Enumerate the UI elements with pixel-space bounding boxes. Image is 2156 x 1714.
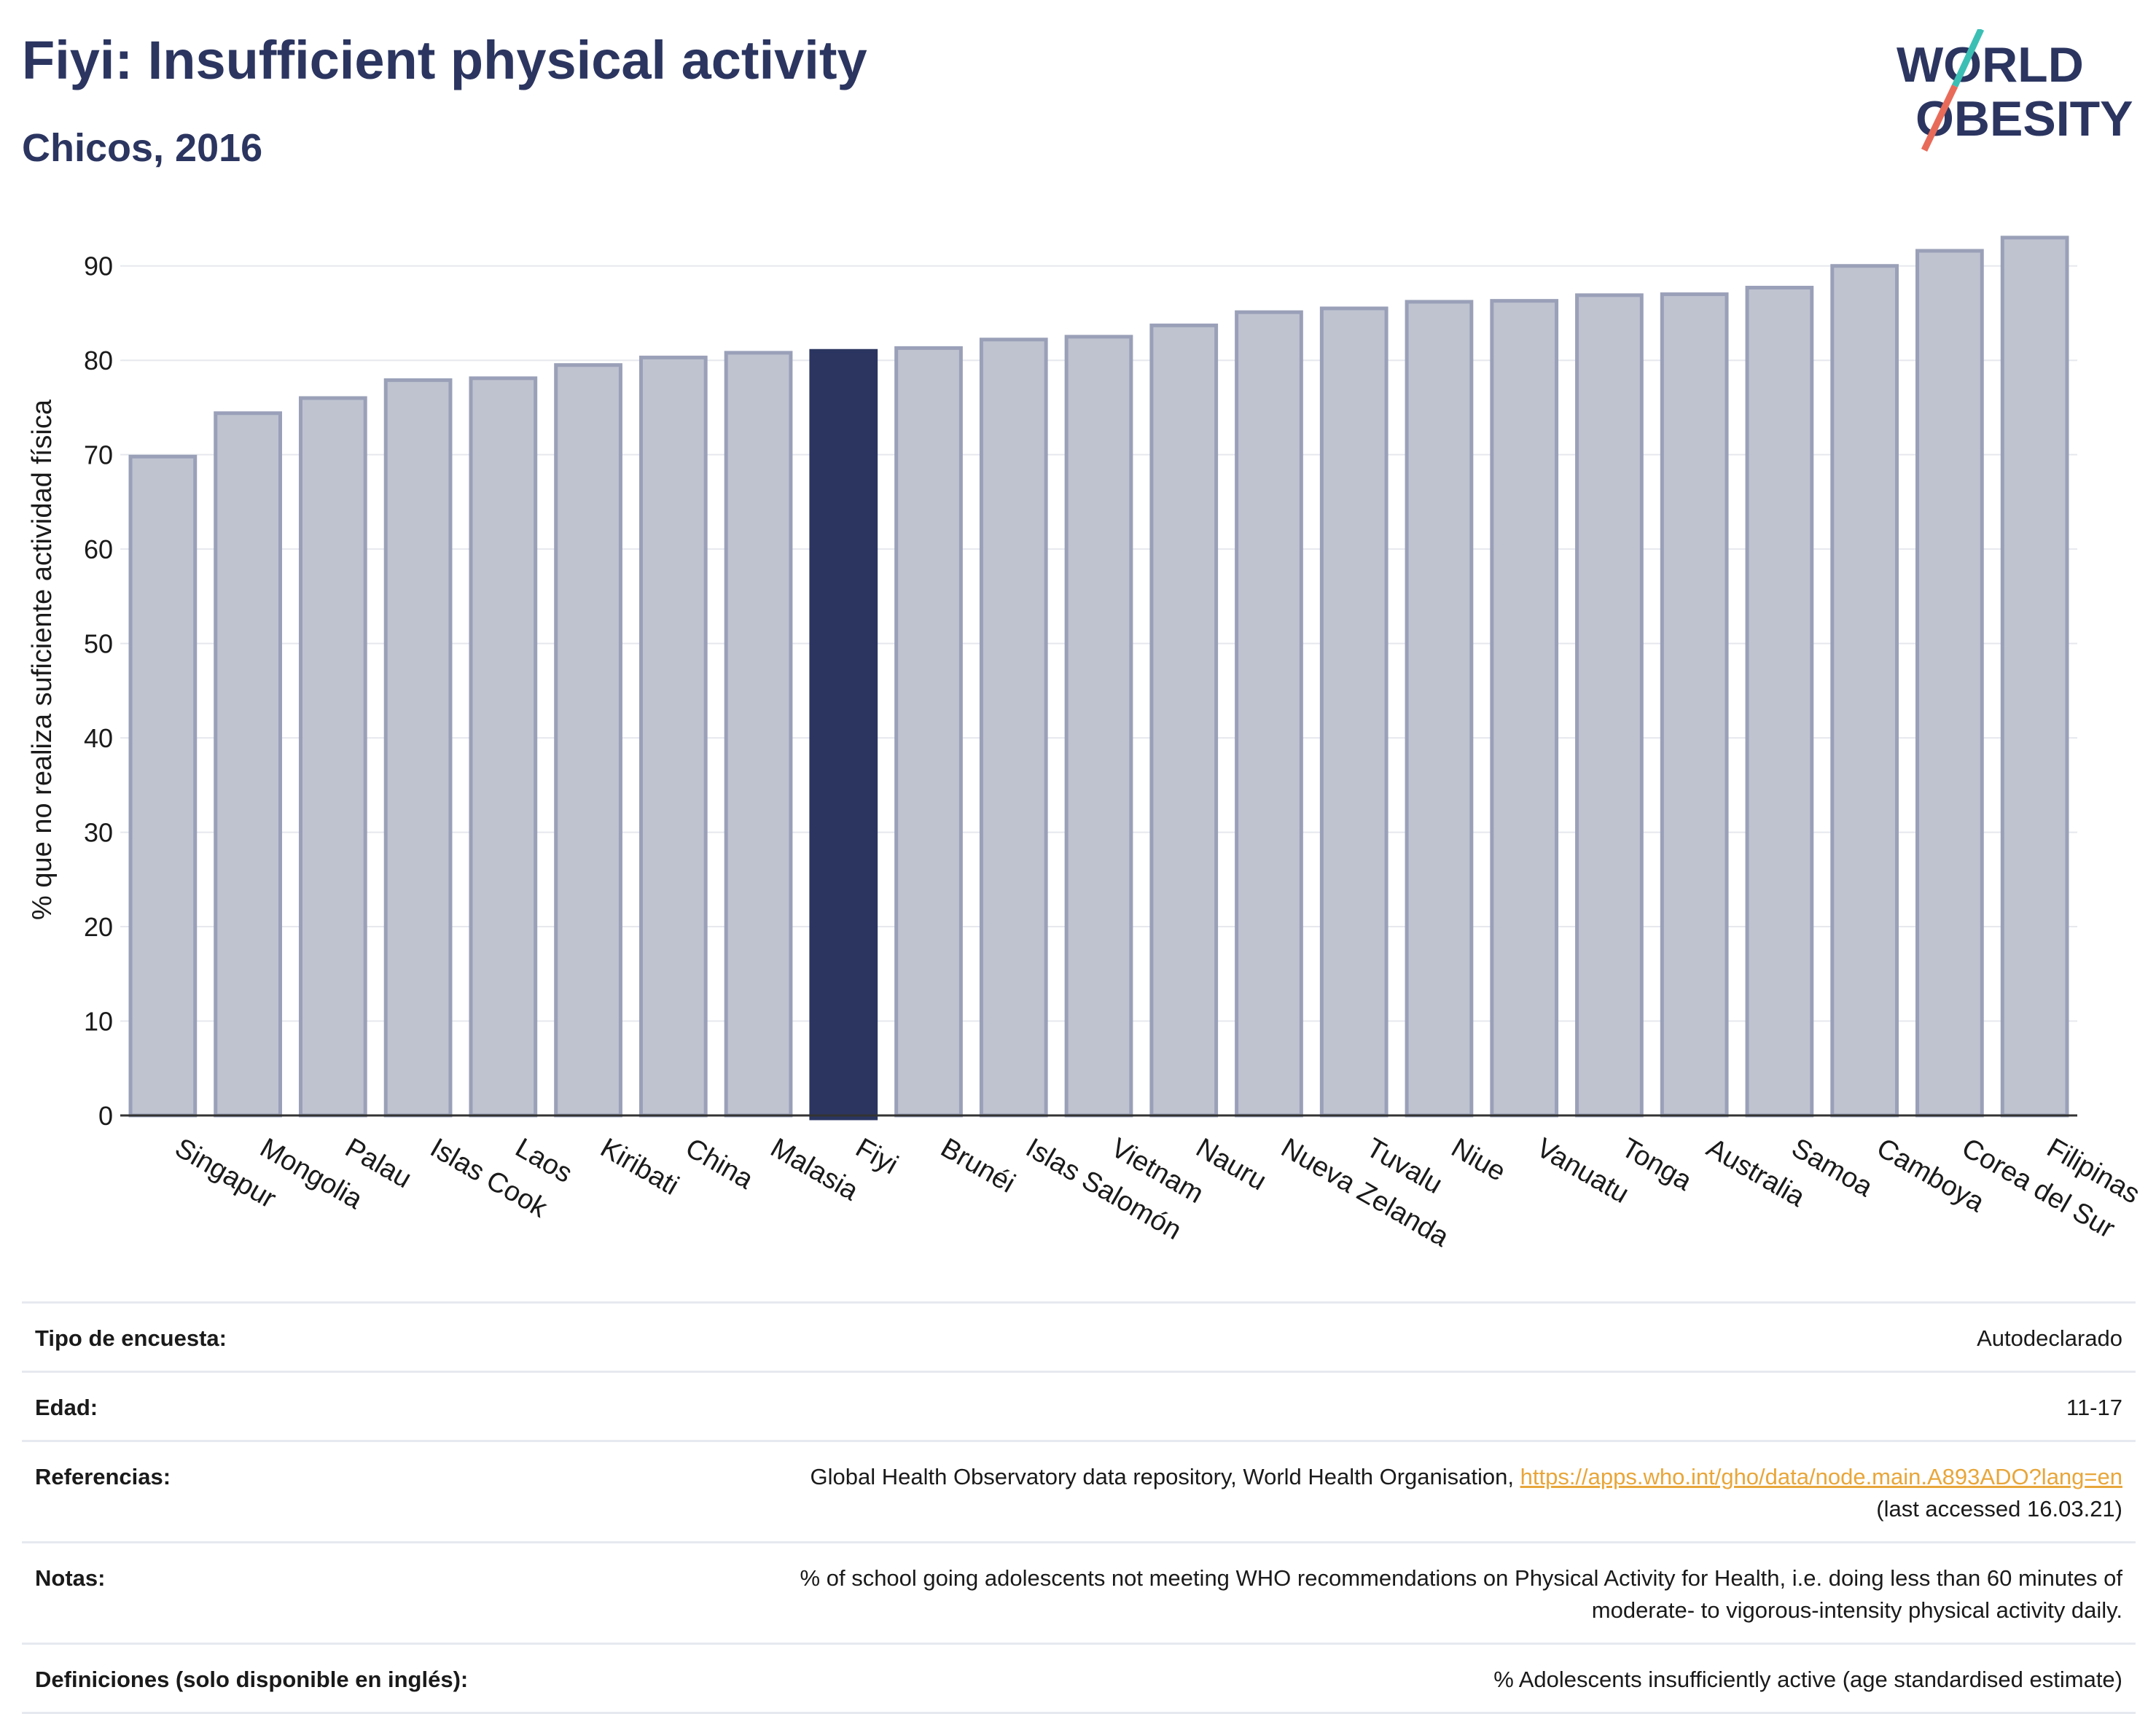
bars <box>128 235 2069 1121</box>
logo-line2: OBESITY <box>1915 91 2133 147</box>
references-label: Referencias: <box>35 1464 171 1489</box>
bar-australia <box>1660 292 1729 1118</box>
bar-islas-salomón <box>979 338 1048 1118</box>
survey-label: Tipo de encuesta: <box>35 1325 227 1351</box>
bar-filipinas <box>2000 235 2069 1118</box>
references-text: Global Health Observatory data repositor… <box>810 1464 1514 1489</box>
bar-chart: 0 10 20 30 40 50 60 70 80 90 SingapurMongoliaPala… <box>27 235 2145 1253</box>
y-tick-label: 60 <box>84 534 113 564</box>
y-tick-label: 80 <box>84 346 113 375</box>
bar-vietnam <box>1064 335 1133 1118</box>
definitions-label: Definiciones (solo disponible en inglés)… <box>35 1667 469 1692</box>
bar-nauru <box>1149 323 1219 1118</box>
bar-kiribati <box>554 363 622 1118</box>
age-row: Edad: 11-17 <box>22 1371 2136 1440</box>
page-title: Fiyi: Insufficient physical activity <box>22 30 867 90</box>
bar-fiyi <box>809 348 878 1121</box>
bar-brunéi <box>894 346 963 1118</box>
x-tick-label: Vanuatu <box>1531 1132 1634 1209</box>
bar-tonga <box>1575 293 1644 1118</box>
bar-niue <box>1405 300 1474 1118</box>
notes-value: % of school going adolescents not meetin… <box>800 1562 2122 1627</box>
x-tick-label: Fiyi <box>851 1132 903 1180</box>
bar-nueva-zelanda <box>1235 310 1303 1118</box>
notes-line2: moderate- to vigorous-intensity physical… <box>1591 1597 2122 1623</box>
info-table: Tipo de encuesta: Autodeclarado Edad: 11… <box>22 1301 2136 1714</box>
definitions-value: % Adolescents insufficiently active (age… <box>1493 1667 2122 1692</box>
references-row: Referencias: Global Health Observatory d… <box>22 1440 2136 1541</box>
y-tick-label: 70 <box>84 440 113 470</box>
bar-corea-del-sur <box>1915 249 1984 1118</box>
references-link[interactable]: https://apps.who.int/gho/data/node.main.… <box>1520 1464 2122 1489</box>
y-tick-label: 30 <box>84 818 113 848</box>
y-axis-label: % que no realiza suficiente actividad fí… <box>27 399 58 920</box>
y-tick-label: 90 <box>84 252 113 281</box>
y-tick-label: 40 <box>84 723 113 753</box>
x-tick-label: China <box>680 1132 759 1195</box>
world-obesity-logo: WORLD OBESITY <box>1897 29 2133 152</box>
logo-line1: WORLD <box>1897 37 2084 93</box>
bar-samoa <box>1745 286 1814 1118</box>
x-tick-label: Kiribati <box>595 1132 684 1201</box>
y-tick-label: 10 <box>84 1007 113 1037</box>
bar-laos <box>469 376 538 1118</box>
logo-slash-coral <box>1921 85 1958 152</box>
y-tick-label: 50 <box>84 629 113 659</box>
x-tick-label: Brunéi <box>936 1132 1020 1199</box>
bar-vanuatu <box>1490 299 1559 1118</box>
y-tick-label: 20 <box>84 912 113 942</box>
bar-palau <box>298 396 367 1118</box>
page-subtitle: Chicos, 2016 <box>22 126 263 170</box>
age-label: Edad: <box>35 1395 98 1420</box>
x-tick-label: Niue <box>1446 1132 1511 1187</box>
age-value: 11-17 <box>2066 1395 2122 1420</box>
notes-row: Notas: % of school going adolescents not… <box>22 1541 2136 1643</box>
logo-slash-teal <box>1951 29 1985 87</box>
bar-china <box>638 355 708 1118</box>
bar-camboya <box>1830 264 1899 1118</box>
survey-row: Tipo de encuesta: Autodeclarado <box>22 1301 2136 1371</box>
definitions-row: Definiciones (solo disponible en inglés)… <box>22 1643 2136 1714</box>
bar-islas-cook <box>383 378 453 1118</box>
bar-tuvalu <box>1319 306 1388 1118</box>
x-tick-label: Malasia <box>765 1132 864 1207</box>
references-value: Global Health Observatory data repositor… <box>811 1461 2123 1525</box>
notes-label: Notas: <box>35 1565 106 1591</box>
bar-mongolia <box>214 411 282 1118</box>
survey-value: Autodeclarado <box>1977 1325 2122 1351</box>
bar-malasia <box>724 351 793 1118</box>
references-accessed: (last accessed 16.03.21) <box>1876 1496 2122 1522</box>
y-axis-ticks: 0 10 20 30 40 50 60 70 80 90 <box>84 252 113 1131</box>
notes-line1: % of school going adolescents not meetin… <box>800 1565 2122 1591</box>
bar-singapur <box>128 454 198 1118</box>
y-tick-label: 0 <box>98 1101 113 1131</box>
